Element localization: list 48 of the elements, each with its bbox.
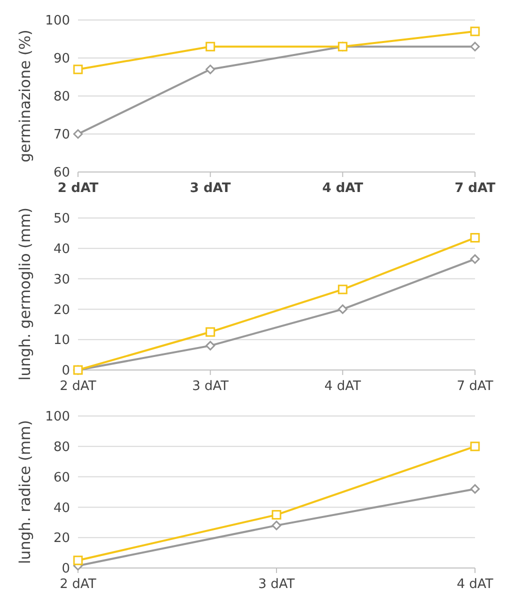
y-tick-label: 40: [53, 500, 70, 516]
point: [338, 304, 348, 314]
y-tick-label: 90: [53, 52, 70, 67]
y-axis-title: lungh. germoglio (mm): [16, 208, 34, 380]
y-tick-label: 20: [53, 302, 70, 318]
point: [73, 129, 83, 139]
y-axis-title: lungh. radice (mm): [16, 420, 34, 564]
point: [470, 42, 480, 52]
point: [470, 26, 480, 36]
y-tick-label: 40: [53, 242, 70, 257]
y-tick-label: 100: [45, 14, 70, 29]
x-tick-label: 2 dAT: [60, 379, 96, 394]
point: [206, 340, 216, 350]
x-tick-label: 4 dAT: [322, 181, 364, 196]
point: [272, 510, 282, 520]
point: [470, 233, 480, 243]
y-tick-label: 70: [53, 128, 70, 143]
point: [338, 284, 348, 294]
x-tick-label: 4 dAT: [456, 577, 494, 592]
point: [206, 42, 216, 52]
point: [73, 556, 83, 566]
y-tick-label: 60: [53, 166, 70, 181]
point: [470, 254, 480, 264]
y-tick-label: 0: [62, 562, 70, 577]
x-tick-label: 2 dAT: [58, 181, 99, 196]
y-axis-title: germinazione (%): [16, 30, 34, 162]
point: [470, 484, 480, 494]
y-tick-label: 80: [53, 440, 70, 455]
point: [206, 327, 216, 337]
x-tick-label: 3 dAT: [190, 181, 231, 196]
point: [206, 64, 216, 74]
x-tick-label: 3 dAT: [258, 577, 295, 592]
y-tick-label: 20: [53, 531, 70, 546]
point: [73, 64, 83, 74]
point: [470, 442, 480, 452]
y-tick-label: 10: [53, 333, 70, 348]
x-tick-label: 4 dAT: [324, 379, 361, 394]
x-tick-label: 7 dAT: [456, 379, 494, 394]
y-tick-label: 50: [53, 212, 70, 227]
y-tick-label: 80: [53, 90, 70, 105]
y-tick-label: 30: [53, 272, 70, 288]
x-tick-label: 7 dAT: [454, 181, 496, 196]
x-tick-label: 2 dAT: [60, 577, 96, 592]
x-tick-label: 3 dAT: [192, 379, 229, 394]
y-tick-label: 0: [62, 364, 70, 379]
point: [272, 520, 282, 530]
y-tick-label: 60: [53, 470, 70, 486]
y-tick-label: 100: [45, 410, 70, 425]
